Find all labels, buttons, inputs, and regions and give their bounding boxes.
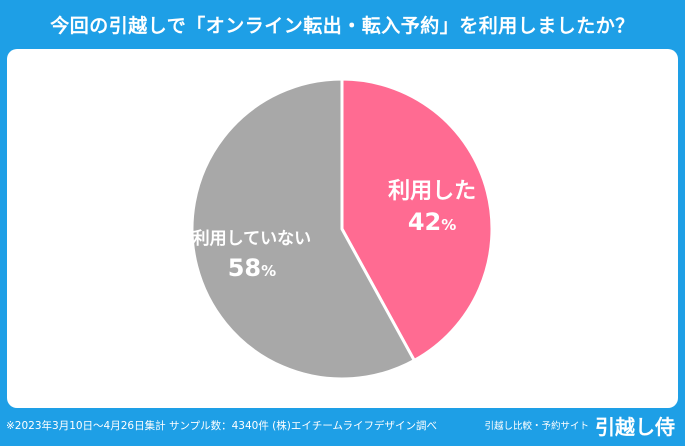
slice-label-0: 利用した	[388, 179, 476, 204]
page-title: 今回の引越しで「オンライン転出・転入予約」を利用しましたか？	[50, 14, 635, 37]
slice-value-0: 42%	[408, 208, 456, 236]
brand-name: 引越し侍	[595, 414, 675, 439]
chart-panel: 利用した 42% 利用していない 58%	[7, 49, 678, 408]
slice-label-1: 利用していない	[193, 228, 312, 249]
pie-slice-0	[340, 77, 494, 362]
brand-tagline: 引越し比較・予約サイト	[484, 421, 589, 432]
footnote: ※2023年3月10日〜4月26日集計 サンプル数：4340件 (株)エイチーム…	[6, 420, 438, 432]
pie-chart: 利用した 42% 利用していない 58%	[190, 77, 494, 381]
pie-slice-1	[190, 77, 416, 381]
slice-value-1: 58%	[228, 254, 276, 282]
brand-logo: 引越し比較・予約サイト 引越し侍	[484, 410, 675, 440]
